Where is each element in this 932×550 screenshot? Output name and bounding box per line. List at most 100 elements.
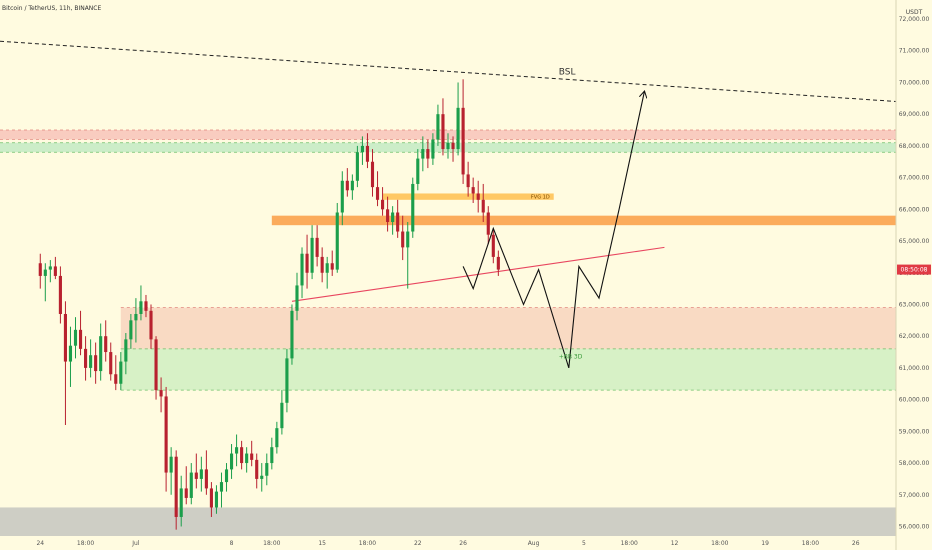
candle xyxy=(255,453,259,489)
candle-body xyxy=(431,139,435,159)
candle xyxy=(310,225,314,280)
candle-body xyxy=(350,180,354,191)
candle-body xyxy=(48,266,52,270)
candle-body xyxy=(461,107,465,175)
candle-body xyxy=(149,310,153,340)
projection-path xyxy=(462,92,644,369)
candle-body xyxy=(119,361,123,384)
candle-body xyxy=(456,107,460,150)
candle-body xyxy=(411,183,415,232)
candle xyxy=(134,298,138,343)
candle-body xyxy=(38,263,42,276)
candle xyxy=(129,313,133,349)
candle xyxy=(109,342,113,381)
time-tick-label: 12 xyxy=(671,540,679,547)
candle-body xyxy=(255,459,259,479)
candle xyxy=(245,447,249,473)
candle-body xyxy=(365,145,370,162)
candle xyxy=(381,187,385,216)
candle xyxy=(481,183,485,223)
candle-body xyxy=(214,491,219,508)
candle xyxy=(486,206,490,245)
price-tick-label: 59,000.00 xyxy=(899,428,930,435)
candle xyxy=(285,348,289,413)
candle xyxy=(401,215,405,261)
candle xyxy=(139,285,143,321)
candle-body xyxy=(481,199,485,213)
candle-body xyxy=(129,320,133,340)
candle-body xyxy=(370,161,375,188)
candle-body xyxy=(73,329,78,346)
candle-body xyxy=(345,180,349,191)
candle-body xyxy=(94,355,98,372)
candle xyxy=(446,133,450,159)
candle-body xyxy=(179,488,183,517)
candle-body xyxy=(199,469,203,479)
candle xyxy=(159,377,163,413)
candle xyxy=(169,447,173,495)
candle-body xyxy=(381,199,385,210)
time-tick-label: 18:00 xyxy=(359,540,376,547)
candle xyxy=(68,326,73,387)
candle xyxy=(73,317,78,359)
candle xyxy=(250,440,254,467)
price-tick-label: 57,000.00 xyxy=(899,492,930,499)
candle-body xyxy=(43,269,47,276)
candle xyxy=(491,228,495,264)
candle-body xyxy=(426,149,430,159)
candle-body xyxy=(109,352,113,375)
candle-body xyxy=(451,142,455,150)
candle-body xyxy=(63,313,67,362)
candle-body xyxy=(204,469,208,489)
candle xyxy=(275,421,279,454)
time-tick-label: 8 xyxy=(230,540,234,547)
price-tick-label: 60,000.00 xyxy=(899,397,930,404)
time-tick-label: 26 xyxy=(459,540,467,547)
candle-body xyxy=(285,358,289,403)
candle xyxy=(396,199,400,238)
time-tick-label: 26 xyxy=(852,540,860,547)
price-countdown-badge xyxy=(897,264,931,275)
price-tick-label: 67,000.00 xyxy=(899,175,930,182)
candle xyxy=(89,339,93,378)
time-axis[interactable]: 24 18:00 Jul 8 18:00 15 18:00 22 26 Aug 5 18:00 12 18… xyxy=(36,540,859,547)
candle xyxy=(441,98,445,156)
time-tick-label: 22 xyxy=(414,540,422,547)
candle xyxy=(260,463,264,492)
candle-body xyxy=(174,456,178,517)
candle xyxy=(365,133,370,169)
candle xyxy=(320,247,324,283)
candle xyxy=(466,161,470,197)
candle-body xyxy=(295,285,299,311)
price-tick-label: 72,000.00 xyxy=(899,16,930,23)
candle xyxy=(370,149,375,197)
candle xyxy=(114,355,118,391)
candle-body xyxy=(134,313,138,321)
candle xyxy=(204,450,208,495)
bsl-label: BSL xyxy=(559,68,576,78)
candle xyxy=(43,263,47,302)
price-axis[interactable]: USDT 72,000.00 71,000.00 70,000.00 69,000.0… xyxy=(895,0,932,550)
candle-body xyxy=(139,301,143,314)
candle xyxy=(154,336,158,400)
candle-body xyxy=(496,256,500,270)
candle-body xyxy=(320,256,324,273)
candle-body xyxy=(335,212,339,270)
candle-body xyxy=(144,301,148,311)
projection-layer xyxy=(462,92,644,369)
price-tick-label: 71,000.00 xyxy=(899,48,930,55)
price-tick-label: 58,000.00 xyxy=(899,460,930,467)
candle-body xyxy=(159,390,163,397)
time-tick-label: 18:00 xyxy=(77,540,94,547)
candle-body xyxy=(184,488,188,498)
candle xyxy=(496,250,500,276)
candle xyxy=(104,320,108,362)
candle-body xyxy=(391,212,395,223)
candle-body xyxy=(53,266,57,276)
candle xyxy=(99,323,103,381)
candle-body xyxy=(194,472,198,479)
candle-body xyxy=(486,212,490,235)
candle xyxy=(235,434,239,467)
candle-body xyxy=(280,402,284,429)
